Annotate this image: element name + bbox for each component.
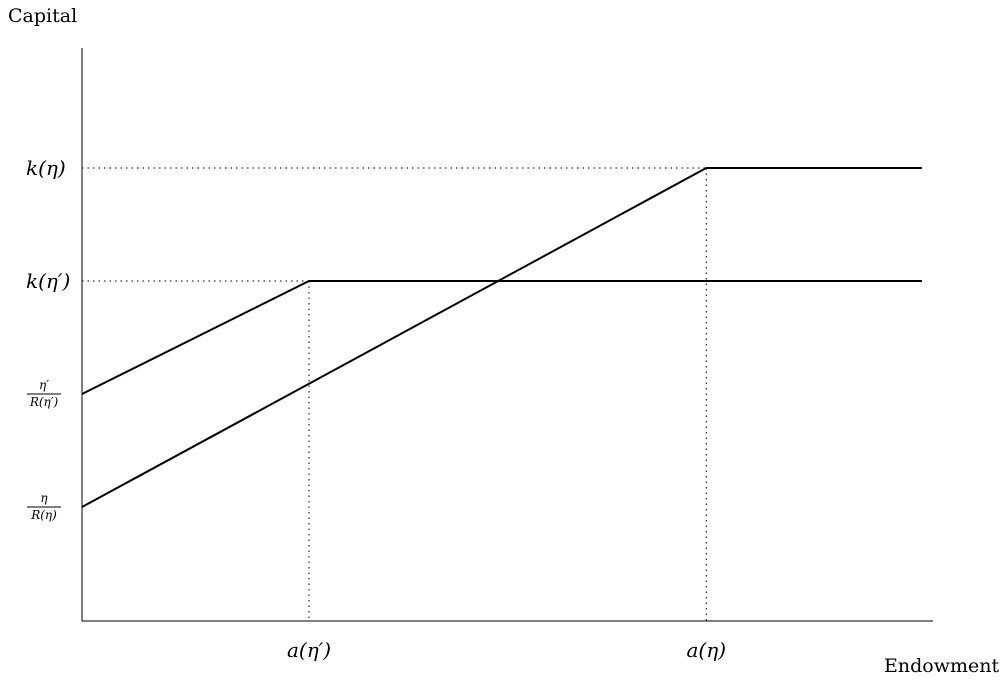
y-tick-denominator-4: R(η) xyxy=(30,508,57,522)
axes xyxy=(81,48,933,622)
guide-lines xyxy=(82,167,707,621)
labels: Capital Endowment a(η′) a(η) k(η′) k(η) η′ R(… xyxy=(8,5,999,677)
x-tick-label-1: a(η′) xyxy=(287,638,331,662)
y-tick-label-1: k(η′) xyxy=(26,269,70,293)
series-line-2 xyxy=(81,167,922,508)
y-tick-numerator-3: η′ xyxy=(39,378,49,392)
y-axis-title: Capital xyxy=(8,5,77,27)
y-tick-numerator-4: η xyxy=(40,491,48,505)
series-line-1 xyxy=(81,280,922,395)
x-axis-title: Endowment xyxy=(884,655,999,677)
y-tick-label-2: k(η) xyxy=(26,156,66,180)
series xyxy=(81,167,922,508)
y-tick-denominator-3: R(η′) xyxy=(29,395,59,409)
x-tick-label-2: a(η) xyxy=(686,638,726,662)
